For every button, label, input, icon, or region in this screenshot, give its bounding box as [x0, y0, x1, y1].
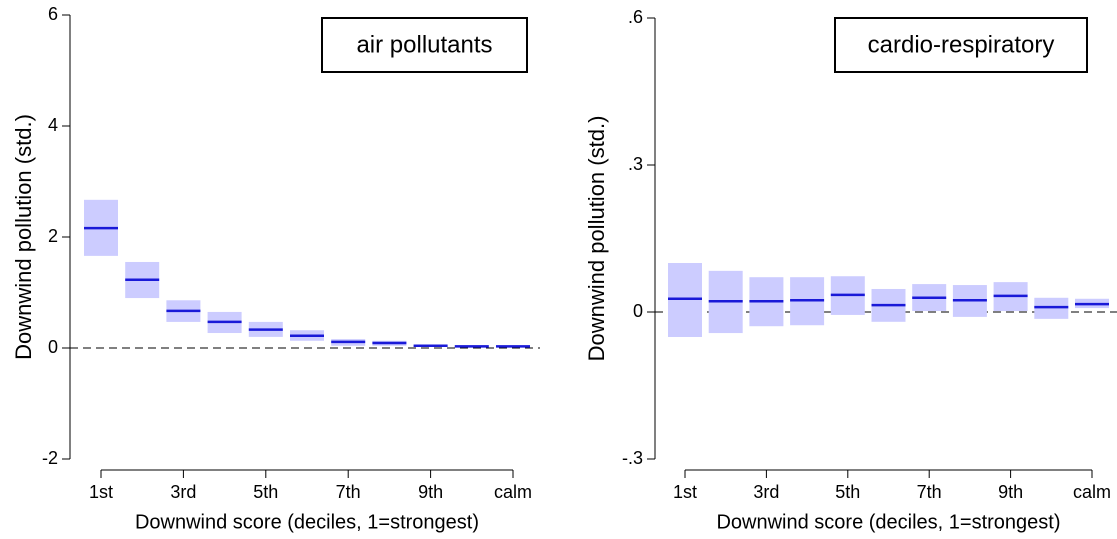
y-tick-label: 0 — [48, 337, 58, 357]
annotation: cardio-respiratory — [868, 31, 1055, 58]
x-tick-label: 1st — [89, 482, 113, 502]
y-tick-label: -2 — [42, 448, 58, 468]
y-tick-label: .3 — [628, 154, 643, 174]
x-tick-label: 1st — [673, 482, 697, 502]
x-tick-label: 7th — [336, 482, 361, 502]
y-tick-label: 6 — [48, 4, 58, 24]
annotation-box — [834, 17, 1088, 73]
x-tick-label: calm — [1073, 482, 1111, 502]
y-tick-label: 0 — [633, 301, 643, 321]
x-tick-label: 9th — [418, 482, 443, 502]
x-axis-label: Downwind score (deciles, 1=strongest) — [716, 511, 1060, 533]
annotation-box — [321, 17, 528, 73]
x-tick-label: 5th — [253, 482, 278, 502]
y-tick-label: 4 — [48, 115, 58, 135]
annotation: air pollutants — [356, 31, 492, 58]
x-axis-label: Downwind score (deciles, 1=strongest) — [135, 511, 479, 533]
x-tick-label: 3rd — [753, 482, 779, 502]
y-tick-label: .6 — [628, 7, 643, 27]
x-tick-label: 3rd — [170, 482, 196, 502]
x-tick-label: 9th — [998, 482, 1023, 502]
y-axis-label: Downwind pollution (std.) — [11, 114, 36, 360]
y-tick-label: -.3 — [622, 448, 643, 468]
x-tick-label: 7th — [917, 482, 942, 502]
y-axis-label: Downwind pollution (std.) — [584, 116, 609, 362]
y-tick-label: 2 — [48, 226, 58, 246]
x-tick-label: calm — [494, 482, 532, 502]
x-tick-label: 5th — [835, 482, 860, 502]
